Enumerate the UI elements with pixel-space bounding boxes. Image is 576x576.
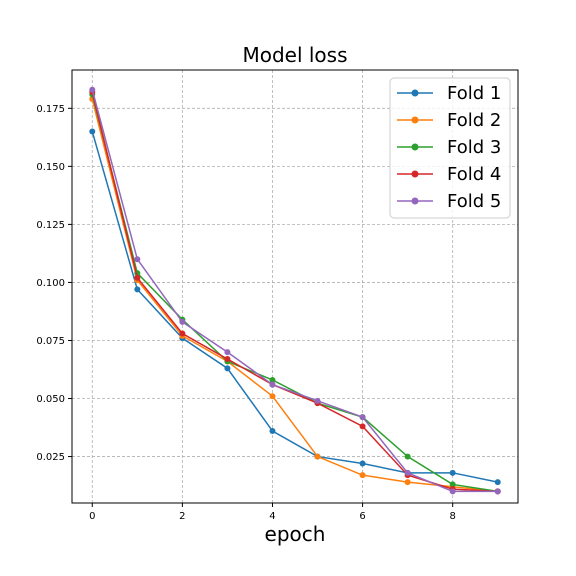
data-point [89, 86, 96, 93]
y-tick-label: 0.125 [36, 220, 65, 231]
data-point [404, 479, 411, 486]
data-point [494, 488, 501, 495]
x-tick-label: 6 [359, 511, 365, 522]
legend-marker [411, 116, 419, 124]
x-tick-label: 4 [269, 511, 275, 522]
data-point [359, 414, 366, 421]
data-point [269, 376, 276, 383]
legend-label: Fold 4 [447, 164, 501, 185]
legend-item-fold-2: Fold 2 [397, 110, 501, 131]
x-tick-label: 8 [449, 511, 455, 522]
data-point [134, 256, 141, 263]
data-point [314, 453, 321, 460]
legend-label: Fold 1 [447, 83, 501, 104]
legend-marker [411, 197, 419, 205]
series-line [91, 131, 498, 483]
legend-marker [411, 89, 419, 97]
legend-box [389, 77, 511, 219]
legend-marker [411, 170, 419, 178]
series-group [89, 86, 501, 495]
y-tick-label: 0.100 [36, 278, 65, 289]
legend-item-fold-4: Fold 4 [397, 164, 501, 185]
axis-ticks: 0 2 4 6 8 0.025 0.050 0.075 0.100 0.125 0.150 0.175 [36, 104, 456, 522]
series-line [91, 94, 498, 493]
data-point [179, 330, 186, 337]
data-point [269, 381, 276, 388]
y-tick-label: 0.075 [36, 336, 65, 347]
data-point [449, 481, 456, 488]
data-point [449, 488, 456, 495]
data-point [179, 318, 186, 325]
data-point [134, 286, 141, 293]
series-line [91, 98, 498, 493]
data-point [224, 349, 231, 356]
chart-title: Model loss [242, 43, 347, 67]
data-point [224, 356, 231, 363]
data-point [359, 460, 366, 467]
legend-label: Fold 5 [447, 191, 501, 212]
legend-item-fold-3: Fold 3 [397, 137, 501, 158]
series-line [91, 89, 498, 493]
data-point [224, 365, 231, 372]
y-tick-label: 0.175 [36, 104, 65, 115]
series-fold-5 [89, 86, 501, 495]
data-point [494, 479, 501, 486]
x-axis-label: epoch [265, 522, 326, 546]
y-tick-label: 0.050 [36, 394, 65, 405]
data-point [134, 274, 141, 281]
y-tick-label: 0.150 [36, 162, 65, 173]
legend-marker [411, 143, 419, 151]
y-tick-label: 0.025 [36, 452, 65, 463]
data-point [404, 469, 411, 476]
data-point [314, 397, 321, 404]
x-tick-label: 0 [89, 511, 95, 522]
legend-label: Fold 2 [447, 110, 501, 131]
data-point [449, 469, 456, 476]
data-point [359, 472, 366, 479]
legend-item-fold-5: Fold 5 [397, 191, 501, 212]
data-point [269, 393, 276, 400]
data-point [404, 453, 411, 460]
data-point [269, 428, 276, 435]
data-point [359, 423, 366, 430]
legend-label: Fold 3 [447, 137, 501, 158]
legend: Fold 1 Fold 2 Fold 3 Fold 4 Fold 5 [389, 77, 511, 219]
data-point [89, 128, 96, 135]
legend-item-fold-1: Fold 1 [397, 83, 501, 104]
plot-frame [71, 69, 519, 504]
x-tick-label: 2 [179, 511, 185, 522]
